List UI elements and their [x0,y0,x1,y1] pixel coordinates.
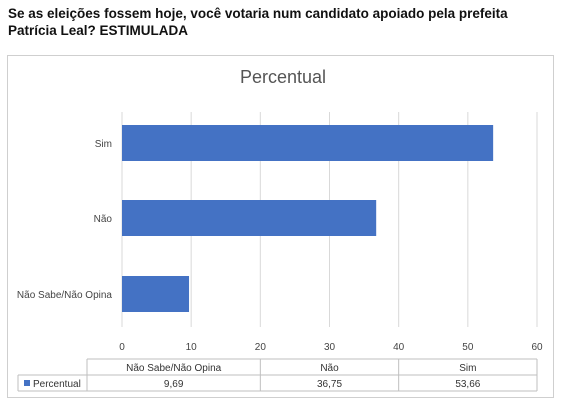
table-cell-value: 36,75 [317,379,342,390]
x-tick-label: 10 [186,342,198,353]
table-column-header: Não [320,363,339,374]
category-label: Sim [95,139,112,150]
table-cell-value: 53,66 [455,379,480,390]
bar [122,125,494,161]
x-tick-label: 60 [531,342,543,353]
question-title: Se as eleições fossem hoje, você votaria… [8,6,508,38]
x-tick-label: 30 [324,342,336,353]
category-label: Não Sabe/Não Opina [17,290,113,301]
x-tick-label: 40 [393,342,405,353]
x-tick-label: 50 [462,342,474,353]
bar [122,276,190,312]
chart-title: Percentual [240,67,326,87]
legend-key-swatch [24,380,30,386]
table-column-header: Sim [459,363,476,374]
table-row-label: Percentual [33,379,81,390]
category-label: Não [94,214,113,225]
x-tick-label: 0 [119,342,125,353]
x-tick-label: 20 [255,342,267,353]
table-column-header: Não Sabe/Não Opina [126,363,222,374]
table-cell-value: 9,69 [164,379,184,390]
bar [122,200,377,236]
